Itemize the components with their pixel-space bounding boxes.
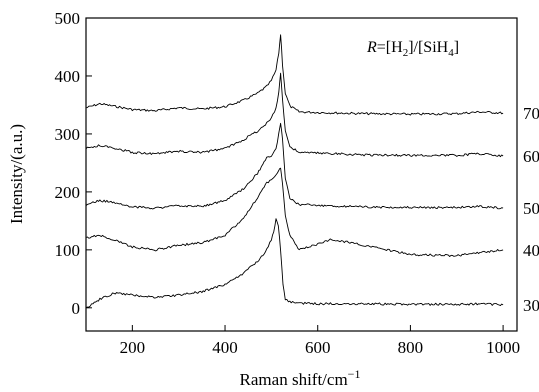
series-label-30: 30 <box>523 296 539 315</box>
legend-sub-2: 4 <box>448 47 454 59</box>
x-tick-label: 800 <box>398 338 424 357</box>
y-tick-label: 0 <box>72 299 81 318</box>
x-tick-label: 1000 <box>486 338 520 357</box>
y-tick-label: 100 <box>55 241 81 260</box>
series-lines <box>85 34 504 309</box>
legend-text-3: ] <box>454 39 459 56</box>
x-axis-label-text: Raman shift/cm <box>240 370 348 389</box>
series-line-40 <box>85 167 504 257</box>
x-tick-label: 400 <box>212 338 238 357</box>
legend-ratio-symbol: R <box>366 39 377 56</box>
y-tick-label: 200 <box>55 183 81 202</box>
legend-text-2: ]/[SiH <box>408 39 448 56</box>
y-tick-label: 300 <box>55 125 81 144</box>
series-label-60: 60 <box>523 147 539 166</box>
y-axis-label: Intensity/(a.u.) <box>7 124 26 224</box>
series-label-40: 40 <box>523 241 539 260</box>
plot-frame <box>85 17 518 332</box>
x-axis-label: Raman shift/cm−1 <box>240 367 361 389</box>
legend-text-1: =[H <box>377 39 403 56</box>
x-axis-label-superscript: −1 <box>348 367 361 381</box>
y-tick-label: 400 <box>55 67 81 86</box>
x-tick-label: 200 <box>120 338 146 357</box>
legend-sub-1: 2 <box>403 47 409 59</box>
series-label-70: 70 <box>523 104 539 123</box>
y-tick-label: 500 <box>55 9 81 28</box>
series-line-50 <box>85 122 504 210</box>
series-labels: 70 60 50 40 30 <box>523 104 539 315</box>
axis-ticks: 200 400 600 800 1000 0 100 200 300 400 500 <box>55 9 521 357</box>
series-line-30 <box>85 218 504 309</box>
series-label-50: 50 <box>523 199 539 218</box>
legend-formula: R=[H2]/[SiH4] <box>366 39 459 59</box>
series-line-70 <box>85 34 504 116</box>
x-tick-label: 600 <box>305 338 331 357</box>
series-line-60 <box>85 72 504 158</box>
